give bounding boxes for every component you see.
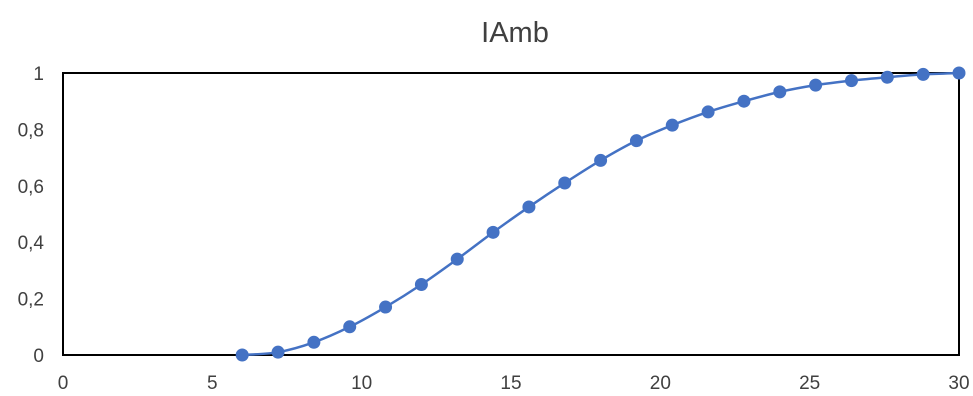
series-layer (235, 66, 966, 362)
data-point (701, 105, 715, 119)
data-point (379, 300, 393, 314)
data-point (343, 320, 357, 334)
chart-title: IAmb (481, 17, 549, 49)
data-point (809, 78, 823, 92)
x-tick-label: 30 (948, 373, 969, 394)
x-tick-label: 5 (207, 373, 218, 394)
y-axis-tick-labels: 0 0,2 0,4 0,6 0,8 1 (18, 64, 45, 367)
data-point (916, 67, 930, 81)
data-point (629, 134, 643, 148)
data-point (486, 225, 500, 239)
plot-area-border (62, 72, 960, 356)
data-point (844, 74, 858, 88)
data-point (737, 94, 751, 108)
y-tick-label: 1 (33, 64, 44, 85)
data-point (414, 278, 428, 291)
x-tick-label: 20 (650, 373, 671, 394)
data-point (880, 70, 894, 84)
y-tick-label: 0,6 (18, 177, 44, 198)
x-tick-label: 0 (58, 373, 69, 394)
x-tick-label: 10 (351, 373, 372, 394)
y-tick-label: 0,2 (18, 290, 44, 311)
data-point (235, 348, 249, 362)
y-tick-label: 0,8 (18, 120, 44, 141)
series-line (242, 71, 960, 357)
data-point (594, 153, 608, 167)
data-point (773, 85, 787, 99)
y-tick-label: 0,4 (18, 233, 45, 254)
x-axis-tick-labels: 0 5 10 15 20 25 30 (58, 373, 970, 394)
y-tick-label: 0 (33, 346, 44, 367)
data-point (307, 335, 321, 349)
x-tick-label: 15 (500, 373, 521, 394)
x-tick-label: 25 (799, 373, 820, 394)
data-point (665, 118, 679, 132)
data-point (271, 345, 285, 359)
data-point (522, 200, 536, 214)
data-point (450, 252, 464, 266)
data-point (952, 66, 966, 80)
data-point (558, 176, 572, 190)
